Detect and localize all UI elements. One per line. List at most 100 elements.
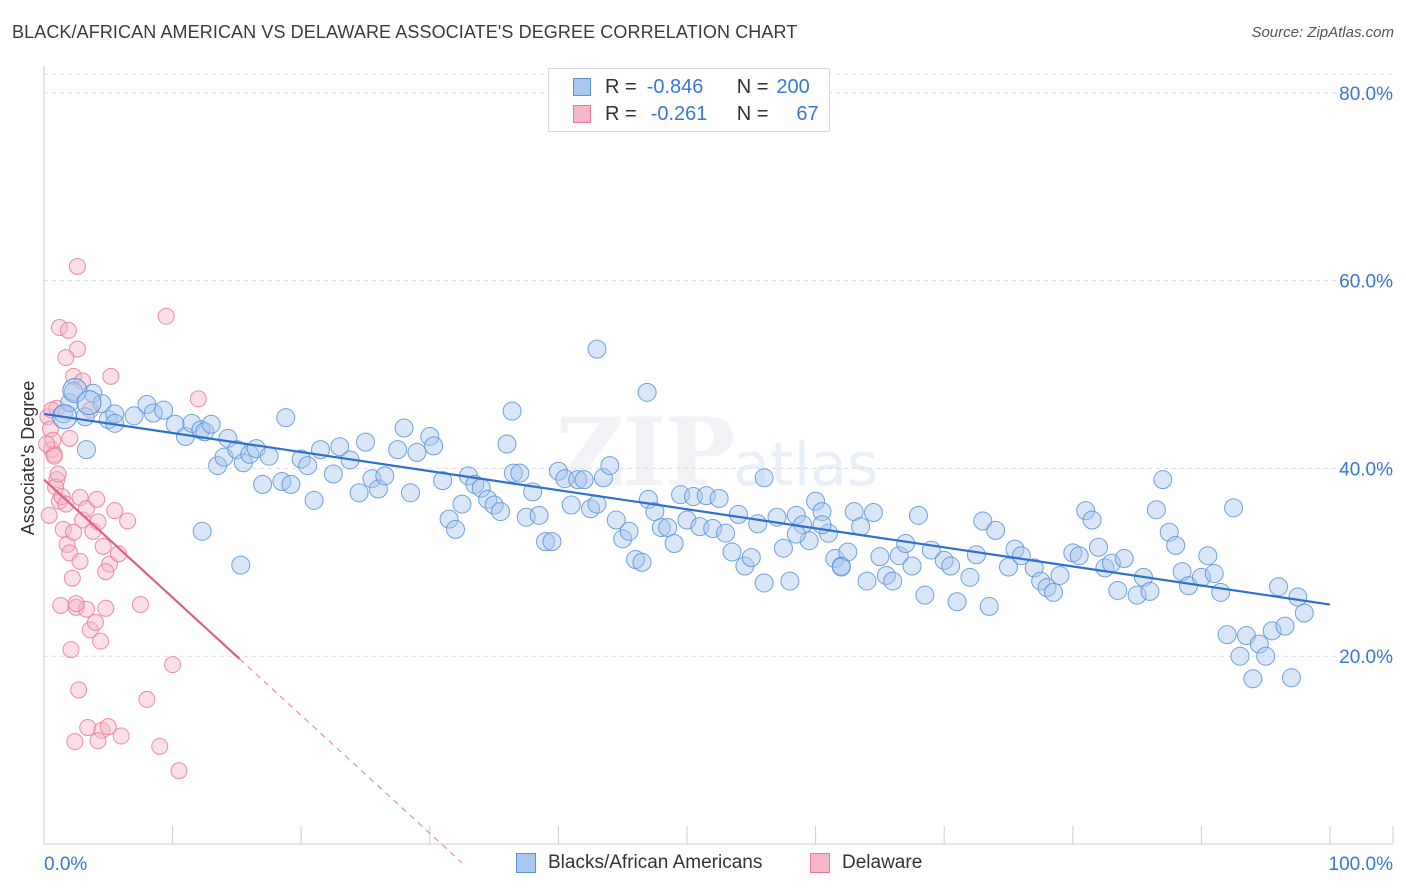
black-data-point [1166, 535, 1186, 555]
n-label: N = [736, 75, 769, 98]
black-data-point [542, 532, 562, 552]
stats-row-black: R = -0.846 N = 200 [573, 74, 810, 100]
black-data-point [613, 529, 633, 549]
black-data-point [863, 503, 883, 523]
black-data-point [600, 456, 620, 476]
black-data-point [330, 437, 350, 457]
black-data-point [503, 463, 523, 483]
delaware-data-point [106, 502, 124, 520]
black-data-point [637, 382, 657, 402]
delaware-data-point [94, 537, 112, 555]
legend-label: Delaware [842, 852, 923, 873]
black-data-point [529, 505, 549, 525]
delaware-data-point [66, 733, 84, 751]
black-data-point [1198, 546, 1218, 566]
black-data-point [651, 518, 671, 538]
y-tick-label: 40.0% [1339, 459, 1393, 480]
delaware-data-point [62, 641, 80, 659]
axes [43, 66, 1394, 845]
n-value: 200 [776, 75, 810, 98]
black-data-point [465, 474, 485, 494]
black-data-point [388, 440, 408, 460]
black-data-point [915, 585, 935, 605]
delaware-data-point [131, 596, 149, 614]
delaware-data-point [57, 349, 75, 367]
black-data-point [902, 556, 922, 576]
source-credit: Source: ZipAtlas.com [1251, 24, 1394, 41]
black-data-point [356, 432, 375, 452]
black-data-point [606, 510, 626, 530]
black-data-point [424, 436, 444, 456]
black-data-point [773, 538, 793, 558]
pink-swatch-icon [573, 105, 591, 123]
black-data-point [548, 461, 568, 481]
black-data-point [64, 381, 84, 401]
black-data-point [446, 519, 466, 539]
delaware-data-point [70, 681, 88, 699]
legend-item-black[interactable]: Blacks/African Americans [516, 850, 762, 876]
delaware-data-point [99, 718, 117, 736]
stats-legend: R = -0.846 N = 200 R = -0.261 N = 67 [548, 68, 830, 132]
black-data-point [394, 418, 414, 438]
r-label: R = [605, 75, 637, 98]
black-data-point [722, 542, 742, 562]
black-data-point [716, 523, 736, 543]
black-data-point [741, 548, 761, 568]
black-points [52, 339, 1314, 689]
black-data-point [966, 545, 986, 565]
delaware-data-point [67, 598, 85, 616]
black-data-point [979, 596, 999, 616]
black-data-point [806, 491, 826, 511]
watermark-atlas: atlas [733, 430, 879, 500]
black-data-point [1140, 581, 1160, 601]
black-data-point [349, 483, 369, 503]
black-data-point [491, 502, 511, 522]
delaware-data-point [52, 596, 70, 614]
black-data-point [831, 557, 851, 577]
black-data-point [375, 466, 395, 486]
black-data-point [281, 474, 301, 494]
black-data-point [502, 401, 522, 421]
black-data-point [889, 546, 909, 566]
black-data-point [1211, 582, 1231, 602]
y-tick-label: 80.0% [1339, 84, 1393, 105]
black-data-point [619, 521, 639, 541]
x-tick-label: 100.0% [1329, 854, 1394, 875]
watermark: ZIPatlas [556, 398, 878, 508]
delaware-data-point [102, 367, 120, 385]
black-data-point [851, 517, 871, 537]
delaware-data-point [59, 321, 77, 339]
delaware-data-point [170, 762, 188, 780]
black-data-point [1108, 580, 1128, 600]
delaware-data-point [61, 429, 79, 447]
y-tick-label: 20.0% [1339, 647, 1393, 668]
black-data-point [497, 434, 517, 454]
black-data-point [786, 524, 806, 544]
delaware-data-point [88, 490, 106, 508]
black-data-point [1153, 470, 1173, 490]
delaware-data-point [112, 727, 130, 745]
black-data-point [1172, 562, 1192, 582]
delaware-data-point [65, 367, 83, 385]
blue-swatch-icon [573, 78, 591, 96]
black-data-point [1262, 621, 1282, 641]
r-value: -0.261 [650, 102, 708, 125]
black-data-point [1288, 587, 1308, 607]
legend-item-delaware[interactable]: Delaware [810, 850, 922, 876]
n-label: N = [736, 102, 769, 125]
delaware-trend-extension [239, 658, 463, 864]
black-data-point [510, 463, 530, 483]
delaware-points [38, 258, 207, 780]
delaware-data-point [77, 600, 95, 618]
black-data-point [201, 414, 221, 434]
delaware-data-point [45, 447, 63, 465]
black-data-point [259, 446, 279, 466]
r-value: -0.846 [646, 75, 704, 98]
black-data-point [1294, 603, 1314, 623]
black-data-point [780, 571, 800, 591]
black-data-point [439, 509, 459, 529]
black-data-point [947, 592, 967, 612]
delaware-data-point [97, 599, 115, 617]
black-data-point [574, 470, 594, 490]
